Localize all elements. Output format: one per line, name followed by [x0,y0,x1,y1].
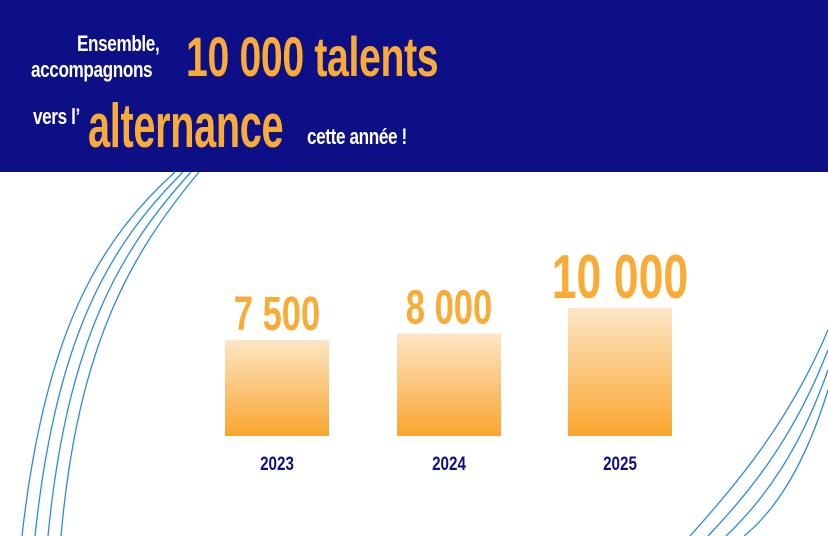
category-label-2023: 2023 [260,452,294,474]
curve-left-4 [60,171,200,536]
curve-right-1 [689,329,828,536]
curve-left-3 [47,171,192,536]
value-label-2024: 8 000 [406,280,492,334]
curve-left-2 [34,171,184,536]
bar-2023 [225,340,329,436]
bar-2025 [568,308,672,436]
category-label-2025: 2025 [603,452,637,474]
headline-10000-talents: 10 000 talents [186,25,439,88]
curve-right-2 [707,349,828,536]
headline-vers: vers l’ [33,104,80,129]
headline-accompagnons: accompagnons [31,57,153,82]
header-banner [0,0,828,172]
value-label-2025: 10 000 [552,243,689,312]
curve-right-3 [725,369,828,536]
bar-2024 [397,333,501,436]
curve-left-1 [21,171,176,536]
value-label-2023: 7 500 [234,286,320,340]
headline-ensemble: Ensemble, [77,31,160,56]
headline-cette-annee: cette année ! [307,124,407,149]
headline-alternance: alternance [88,92,284,161]
curve-right-4 [743,389,828,536]
category-label-2024: 2024 [432,452,466,474]
